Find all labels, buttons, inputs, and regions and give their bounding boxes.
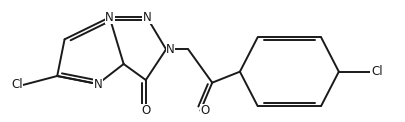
Text: N: N: [105, 11, 114, 24]
Text: Cl: Cl: [370, 65, 382, 78]
Text: N: N: [142, 11, 151, 24]
Text: O: O: [200, 104, 209, 117]
Text: N: N: [166, 43, 175, 56]
Text: N: N: [93, 77, 102, 91]
Text: O: O: [141, 104, 150, 117]
Text: Cl: Cl: [11, 78, 23, 92]
